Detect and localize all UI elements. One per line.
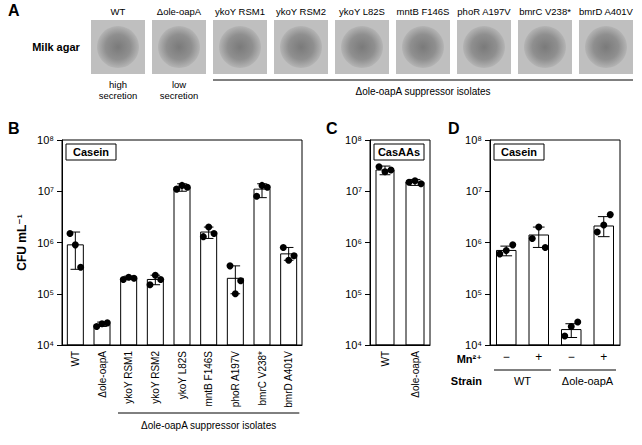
svg-text:ykoY RSM1: ykoY RSM1: [123, 351, 134, 404]
svg-text:Casein: Casein: [73, 146, 109, 158]
svg-text:10⁵: 10⁵: [345, 288, 362, 300]
svg-text:secretion: secretion: [160, 90, 199, 101]
svg-text:phoR A197V: phoR A197V: [457, 6, 511, 17]
svg-text:Δole-oapA: Δole-oapA: [97, 351, 108, 398]
svg-text:10⁸: 10⁸: [345, 134, 362, 146]
svg-text:mntB F146S: mntB F146S: [397, 6, 450, 17]
svg-text:10⁴: 10⁴: [37, 339, 54, 351]
svg-text:Δole-oapA: Δole-oapA: [562, 375, 614, 387]
svg-text:ykoY L82S: ykoY L82S: [339, 6, 385, 17]
svg-text:Δole-oapA suppressor isolates: Δole-oapA suppressor isolates: [355, 86, 490, 97]
svg-text:Casein: Casein: [501, 146, 537, 158]
svg-text:CFU mL⁻¹: CFU mL⁻¹: [15, 214, 29, 270]
svg-text:10⁶: 10⁶: [465, 237, 482, 249]
svg-text:mntB F146S: mntB F146S: [203, 351, 214, 407]
svg-text:WT: WT: [514, 375, 531, 387]
svg-text:ykoY L82S: ykoY L82S: [177, 351, 188, 400]
svg-text:10⁵: 10⁵: [37, 288, 54, 300]
svg-text:+: +: [600, 350, 607, 364]
svg-text:ykoY RSM2: ykoY RSM2: [276, 6, 326, 17]
svg-text:Δole-oapA suppressor isolates: Δole-oapA suppressor isolates: [141, 420, 276, 431]
svg-text:10⁶: 10⁶: [345, 237, 362, 249]
svg-text:A: A: [8, 2, 20, 19]
svg-text:Milk agar: Milk agar: [32, 41, 80, 53]
svg-text:C: C: [326, 120, 338, 137]
svg-text:ykoY RSM1: ykoY RSM1: [215, 6, 265, 17]
svg-text:−: −: [568, 350, 575, 364]
svg-text:WT: WT: [70, 351, 81, 367]
svg-text:10⁴: 10⁴: [465, 339, 482, 351]
svg-text:10⁶: 10⁶: [37, 237, 54, 249]
svg-text:low: low: [172, 79, 186, 90]
svg-text:bmrC V238*: bmrC V238*: [257, 351, 268, 406]
svg-text:10⁵: 10⁵: [465, 288, 482, 300]
svg-text:+: +: [535, 350, 542, 364]
svg-text:Δole-oapA: Δole-oapA: [157, 6, 202, 17]
svg-text:ykoY RSM2: ykoY RSM2: [150, 351, 161, 404]
svg-text:WT: WT: [111, 6, 126, 17]
svg-text:D: D: [448, 120, 460, 137]
svg-text:10⁴: 10⁴: [345, 339, 362, 351]
svg-text:Δole-oapA: Δole-oapA: [410, 351, 421, 398]
svg-text:secretion: secretion: [99, 90, 138, 101]
svg-text:phoR A197V: phoR A197V: [230, 351, 241, 407]
svg-text:10⁷: 10⁷: [466, 185, 482, 197]
svg-text:Strain: Strain: [451, 375, 482, 387]
svg-text:WT: WT: [380, 351, 391, 367]
svg-text:Mn²⁺: Mn²⁺: [457, 353, 483, 365]
svg-text:10⁸: 10⁸: [37, 134, 54, 146]
svg-text:bmrC V238*: bmrC V238*: [519, 6, 571, 17]
svg-text:high: high: [109, 79, 127, 90]
svg-text:bmrD A401V: bmrD A401V: [579, 6, 634, 17]
svg-text:10⁷: 10⁷: [346, 185, 362, 197]
svg-text:10⁷: 10⁷: [38, 185, 54, 197]
svg-text:CasAAs: CasAAs: [378, 146, 420, 158]
svg-text:−: −: [503, 350, 510, 364]
svg-text:10⁸: 10⁸: [465, 134, 482, 146]
svg-text:bmrD A401V: bmrD A401V: [283, 351, 294, 408]
svg-text:B: B: [8, 120, 20, 137]
